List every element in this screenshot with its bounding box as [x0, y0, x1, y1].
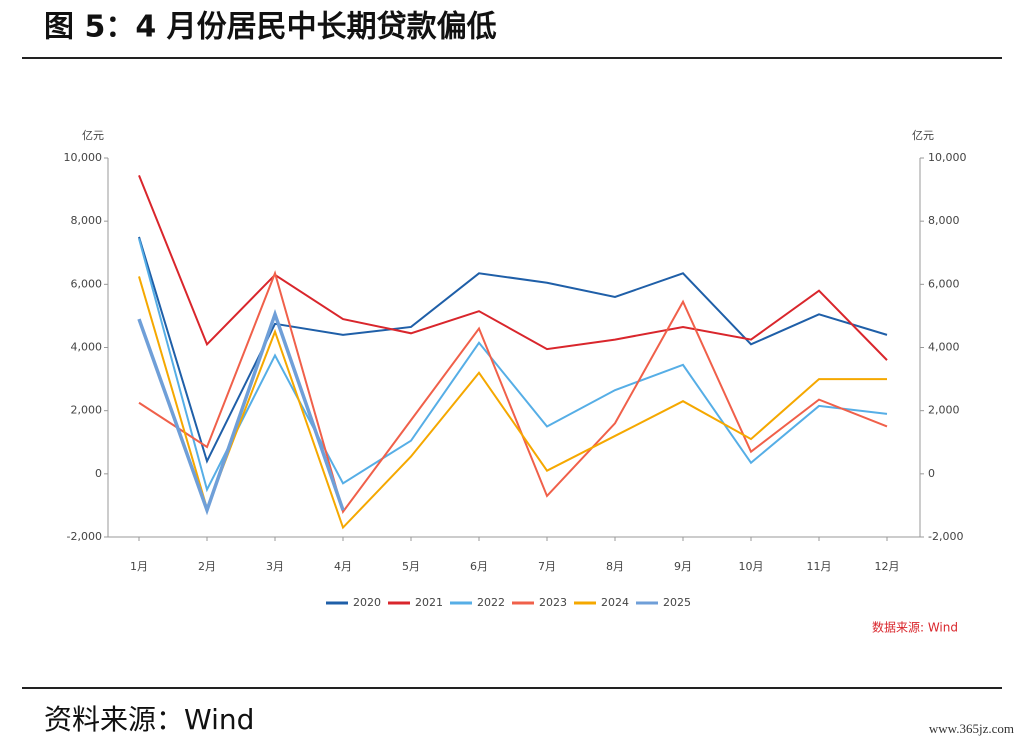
x-tick-label: 4月: [334, 560, 352, 573]
legend-label: 2025: [663, 596, 691, 609]
y-tick-label: 0: [95, 467, 102, 480]
y2-tick-label: 10,000: [928, 151, 967, 164]
legend-label: 2022: [477, 596, 505, 609]
x-tick-label: 6月: [470, 560, 488, 573]
y2-tick-label: 4,000: [928, 341, 960, 354]
series-line: [138, 236, 888, 464]
watermark: www.365jz.com: [929, 721, 1014, 736]
x-tick-label: 7月: [538, 560, 556, 573]
x-tick-label: 1月: [130, 560, 148, 573]
legend-label: 2021: [415, 596, 443, 609]
x-tick-label: 8月: [606, 560, 624, 573]
y2-axis-label: 亿元: [912, 129, 934, 142]
x-tick-label: 9月: [674, 560, 692, 573]
y-tick-label: 8,000: [71, 214, 103, 227]
y-tick-label: 10,000: [64, 151, 103, 164]
y-tick-label: -2,000: [67, 530, 102, 543]
source-note: 数据来源: Wind: [872, 620, 958, 635]
series-line: [137, 309, 345, 516]
series-line: [138, 276, 887, 530]
y2-tick-label: 6,000: [928, 277, 960, 290]
x-tick-label: 3月: [266, 560, 284, 573]
y2-tick-label: 0: [928, 467, 935, 480]
x-tick-label: 5月: [402, 560, 420, 573]
x-tick-label: 11月: [807, 560, 832, 573]
y2-tick-label: -2,000: [928, 530, 963, 543]
y2-tick-label: 8,000: [928, 214, 960, 227]
y-tick-label: 2,000: [71, 404, 103, 417]
x-tick-label: 12月: [875, 560, 900, 573]
footer: 资料来源：Wind: [44, 703, 254, 736]
legend-label: 2024: [601, 596, 629, 609]
x-tick-label: 10月: [739, 560, 764, 573]
y-axis-label: 亿元: [82, 129, 104, 142]
series-line: [138, 174, 888, 361]
series-line: [138, 238, 888, 493]
y-tick-label: 6,000: [71, 277, 103, 290]
series-line: [138, 270, 888, 514]
x-tick-label: 2月: [198, 560, 216, 573]
legend-label: 2020: [353, 596, 381, 609]
y-tick-label: 4,000: [71, 341, 103, 354]
y2-tick-label: 2,000: [928, 404, 960, 417]
legend-label: 2023: [539, 596, 567, 609]
chart-title: 图 5：4 月份居民中长期贷款偏低: [44, 10, 497, 45]
